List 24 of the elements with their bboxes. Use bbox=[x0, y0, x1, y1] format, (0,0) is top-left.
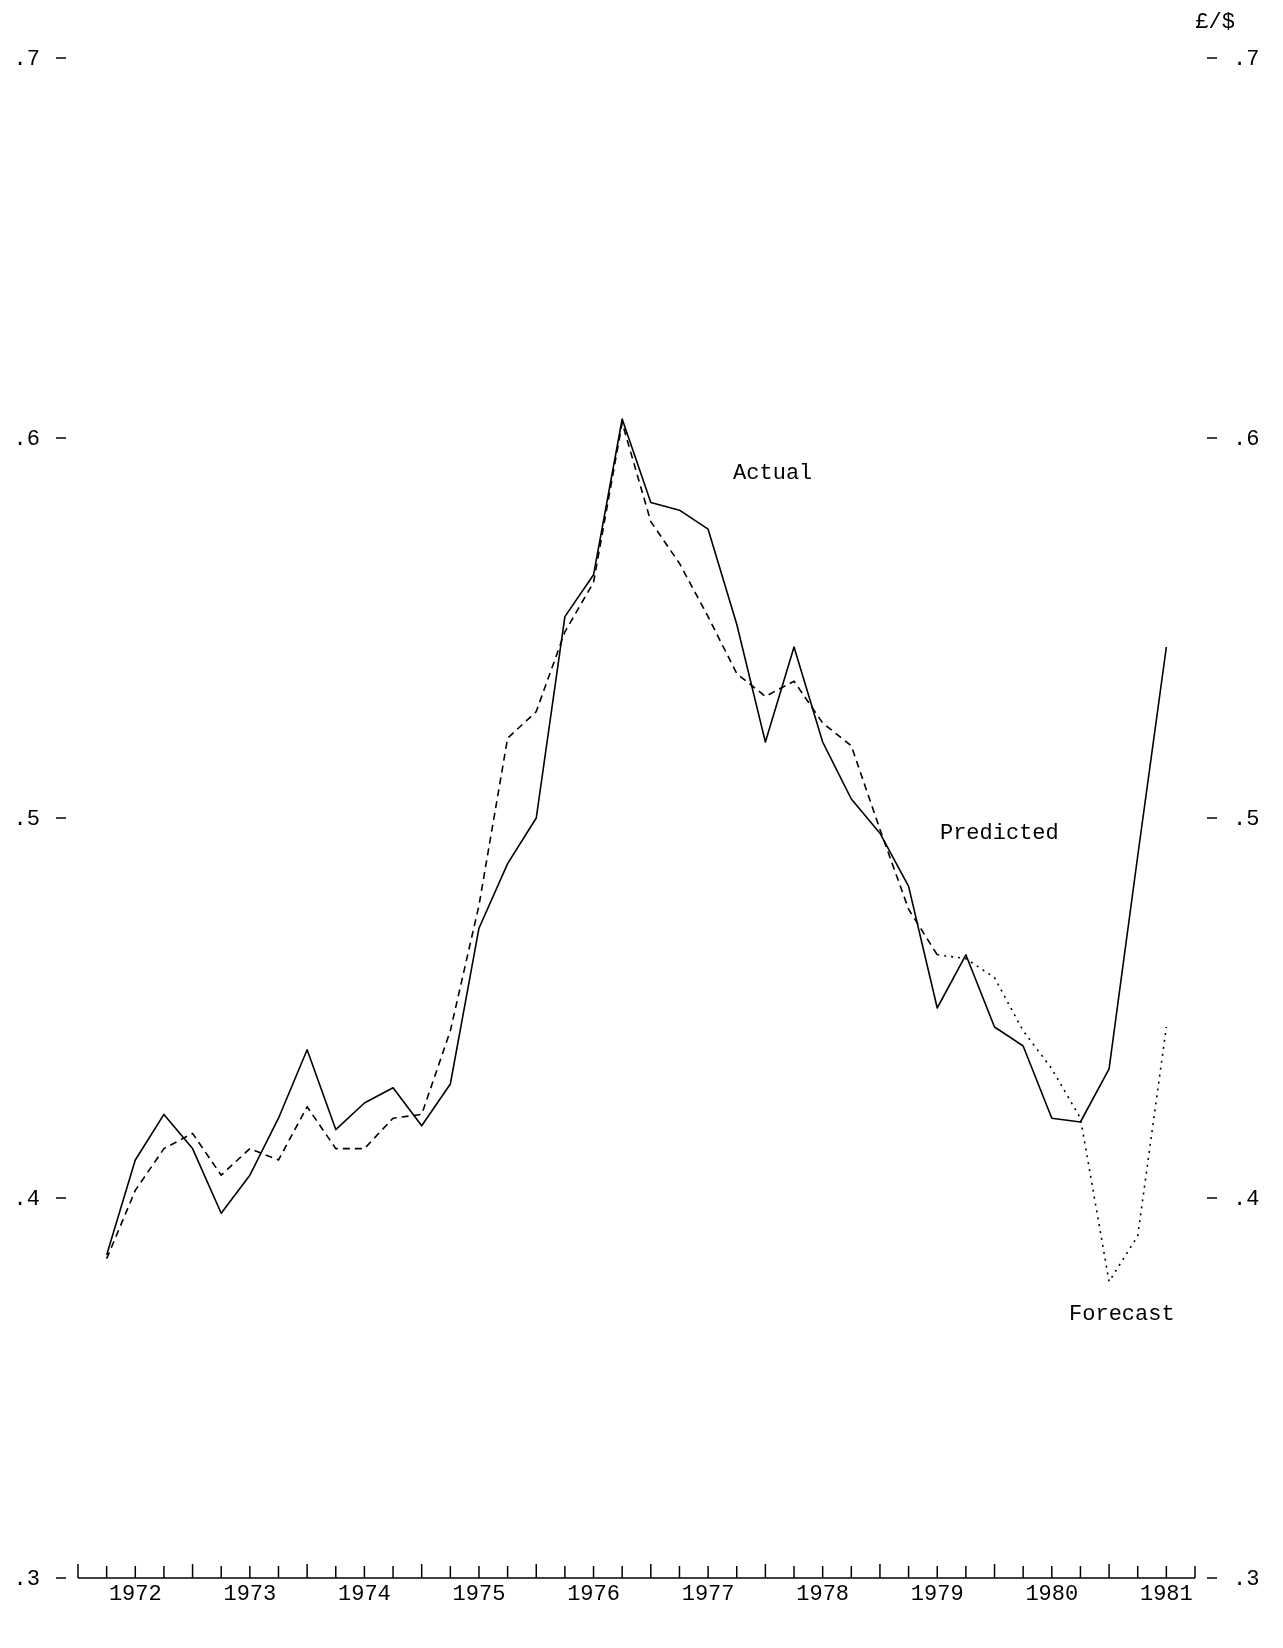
y2-tick-label: .3 bbox=[1233, 1567, 1260, 1592]
x-tick-label: 1973 bbox=[223, 1582, 277, 1607]
x-tick-label: 1980 bbox=[1025, 1582, 1079, 1607]
x-tick-label: 1979 bbox=[910, 1582, 964, 1607]
y2-tick-label: .5 bbox=[1233, 807, 1260, 832]
y-tick-label: .4 bbox=[13, 1187, 40, 1212]
y2-tick-label: .4 bbox=[1233, 1187, 1260, 1212]
y-tick-label: .7 bbox=[13, 47, 40, 72]
y-tick-label: .5 bbox=[13, 807, 40, 832]
series-label: Forecast bbox=[1069, 1301, 1175, 1327]
y2-axis-title: £/$ bbox=[1195, 10, 1235, 35]
x-tick-label: 1977 bbox=[681, 1582, 735, 1607]
y-tick-label: .6 bbox=[13, 427, 40, 452]
text: Predicted bbox=[939, 821, 1059, 847]
y2-tick-label: .7 bbox=[1233, 47, 1260, 72]
text: Actual bbox=[733, 461, 813, 487]
x-tick-label: 1972 bbox=[108, 1582, 162, 1607]
x-tick-label: 1975 bbox=[452, 1582, 506, 1607]
x-tick-label: 1974 bbox=[338, 1582, 391, 1607]
x-tick-label: 1978 bbox=[796, 1582, 850, 1607]
x-tick-label: 1981 bbox=[1139, 1582, 1193, 1607]
y-tick-label: .3 bbox=[13, 1567, 40, 1592]
y2-tick-label: .6 bbox=[1233, 427, 1260, 452]
x-tick-label: 1976 bbox=[567, 1582, 620, 1607]
